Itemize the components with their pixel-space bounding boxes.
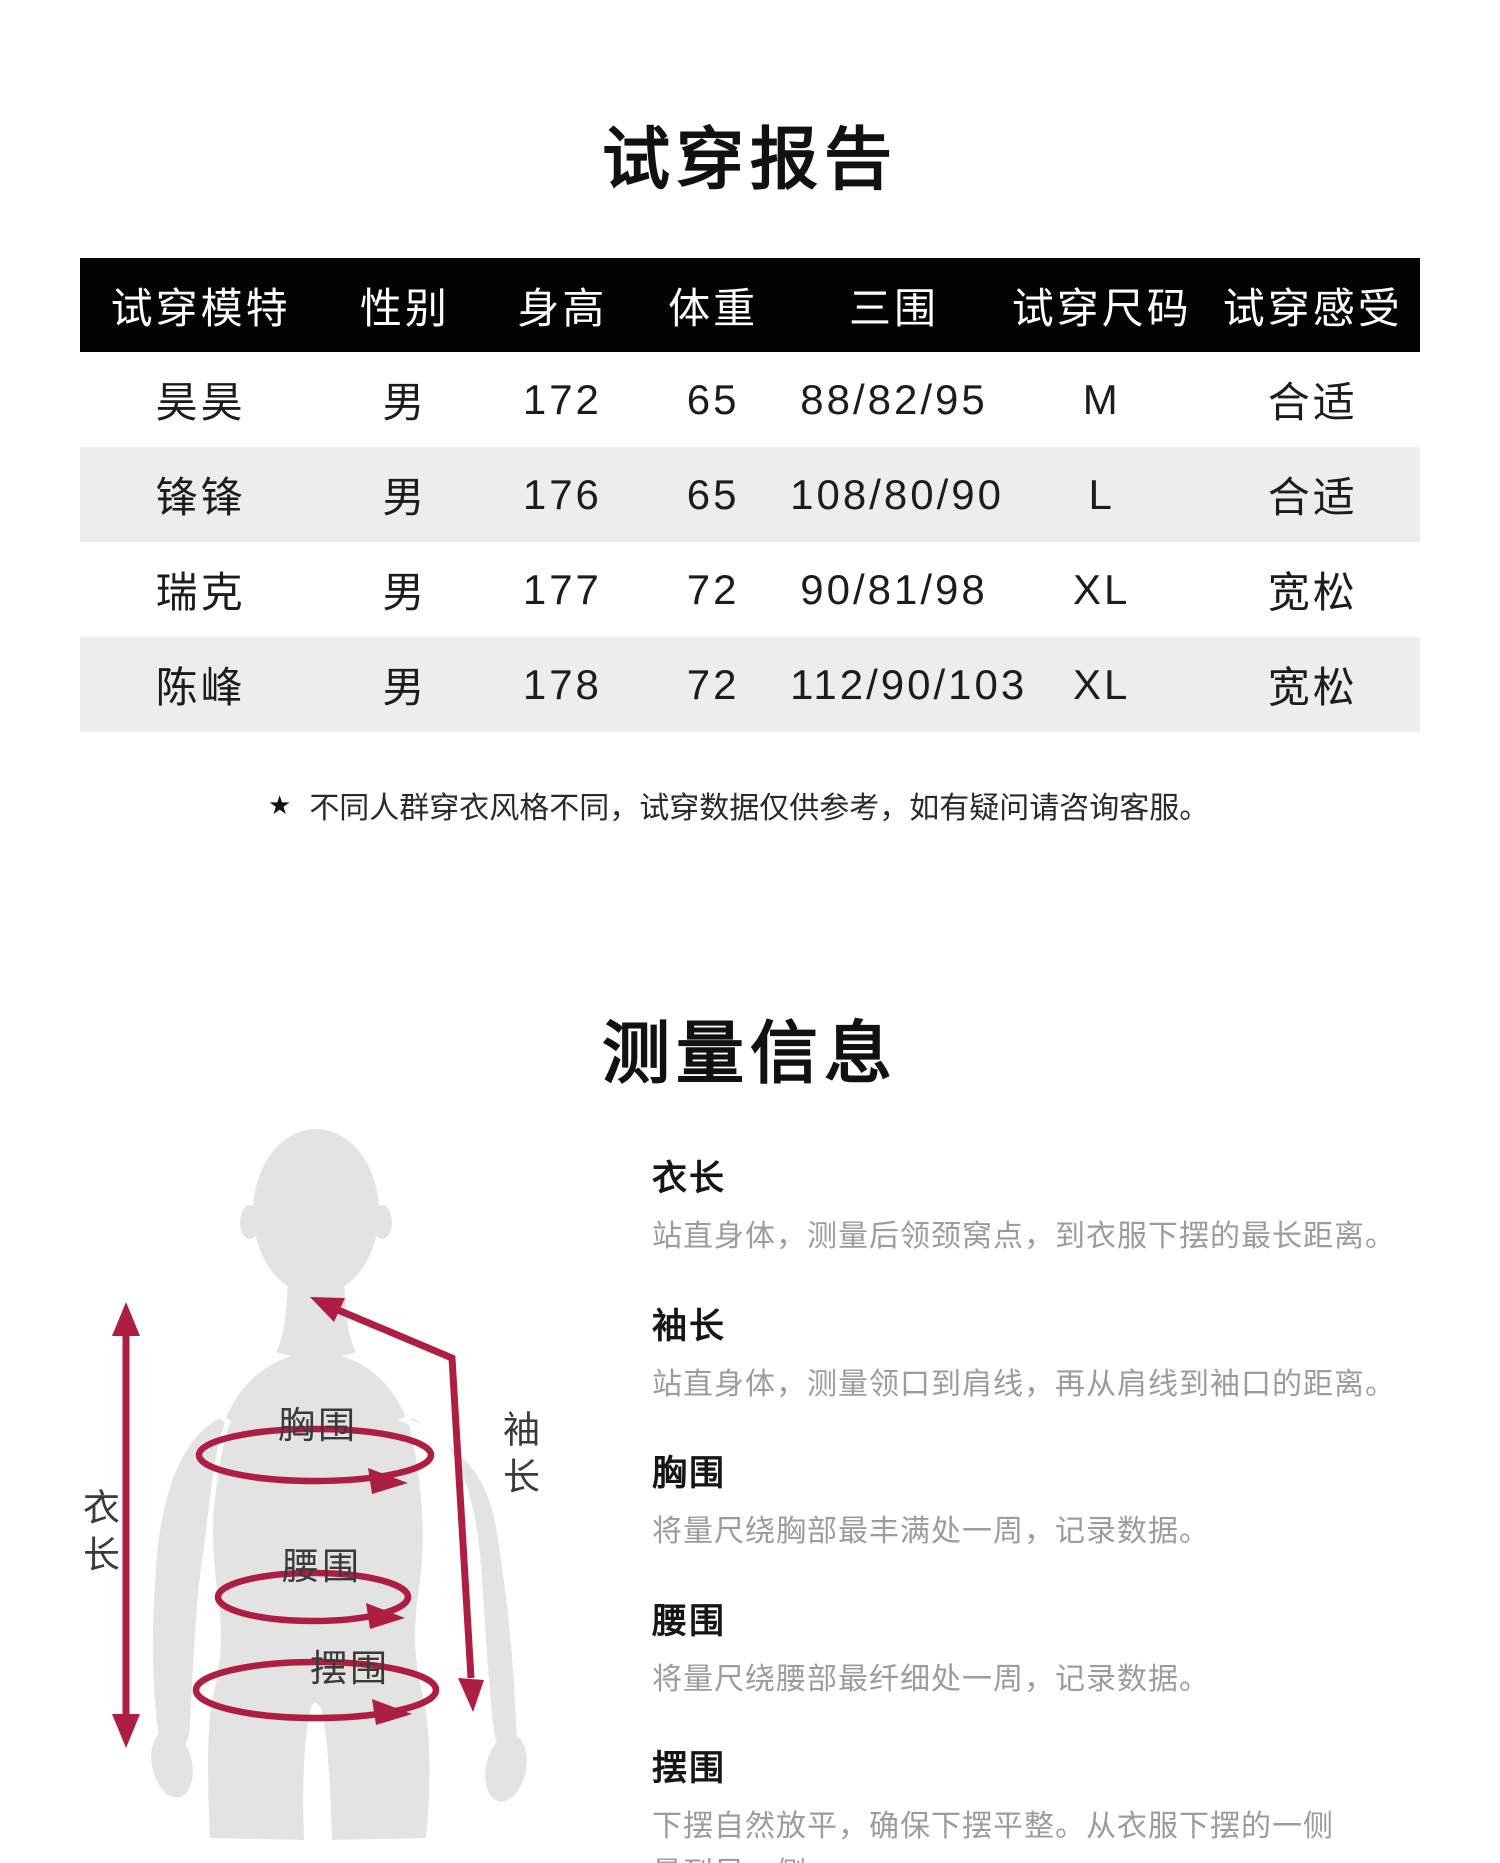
cell-height: 176 xyxy=(522,470,602,518)
cell-size: XL xyxy=(1073,565,1131,613)
col-header-size: 试穿尺码 xyxy=(997,258,1206,352)
cell-height: 178 xyxy=(522,660,602,708)
col-header-weight: 体重 xyxy=(636,258,791,352)
cell-feeling: 合适 xyxy=(1267,379,1358,426)
disclaimer-note: ★ 不同人群穿衣风格不同，试穿数据仅供参考，如有疑问请咨询客服。 xyxy=(268,783,1209,827)
disclaimer-text: 不同人群穿衣风格不同，试穿数据仅供参考，如有疑问请咨询客服。 xyxy=(309,792,1210,825)
definition-chest-girth: 胸围 将量尺绕胸部最丰满处一周，记录数据。 xyxy=(652,1445,1452,1556)
definition-hem-girth: 摆围 下摆自然放平，确保下摆平整。从衣服下摆的一侧量到另一侧。 xyxy=(652,1740,1452,1863)
measurement-diagram: 衣长 袖长 胸围 腰围 摆围 xyxy=(60,1100,640,1863)
term-description: 站直身体，测量后领颈窝点，到衣服下摆的最长距离。 xyxy=(652,1220,1396,1253)
term-title: 腰围 xyxy=(652,1601,727,1641)
waist-girth-arrow xyxy=(214,1569,412,1629)
cell-figure: 90/81/98 xyxy=(800,565,988,613)
cell-weight: 72 xyxy=(686,565,740,613)
cell-figure: 88/82/95 xyxy=(800,375,988,423)
hem-girth-arrow xyxy=(192,1658,440,1725)
cell-size: XL xyxy=(1073,660,1131,708)
measurement-definitions: 衣长 站直身体，测量后领颈窝点，到衣服下摆的最长距离。 袖长 站直身体，测量领口… xyxy=(652,1150,1452,1863)
chest-girth-arrow xyxy=(195,1425,435,1494)
term-description: 下摆自然放平，确保下摆平整。从衣服下摆的一侧量到另一侧。 xyxy=(652,1810,1334,1863)
term-title: 衣长 xyxy=(652,1159,727,1198)
cell-model: 锋锋 xyxy=(155,474,246,521)
cell-gender: 男 xyxy=(382,474,428,521)
table-header-row: 试穿模特 性别 身高 体重 三围 试穿尺码 试穿感受 xyxy=(80,258,1420,352)
definition-waist-girth: 腰围 将量尺绕腰部最纤细处一周，记录数据。 xyxy=(652,1593,1452,1704)
col-header-model: 试穿模特 xyxy=(80,258,322,352)
term-description: 将量尺绕腰部最纤细处一周，记录数据。 xyxy=(652,1662,1210,1696)
table-row: 昊昊 男 172 65 88/82/95 M 合适 xyxy=(80,352,1420,447)
cell-size: L xyxy=(1088,470,1115,518)
diagram-label-garment-length: 衣长 xyxy=(77,1488,119,1582)
cell-feeling: 合适 xyxy=(1267,474,1358,521)
cell-figure: 112/90/103 xyxy=(790,660,1028,708)
cell-feeling: 宽松 xyxy=(1267,569,1358,616)
fitting-report-table: 试穿模特 性别 身高 体重 三围 试穿尺码 试穿感受 昊昊 男 172 65 8… xyxy=(80,258,1420,732)
star-icon: ★ xyxy=(268,790,292,820)
definition-sleeve-length: 袖长 站直身体，测量领口到肩线，再从肩线到袖口的距离。 xyxy=(652,1298,1452,1409)
report-title: 试穿报告 xyxy=(601,122,898,198)
diagram-label-waist-girth: 腰围 xyxy=(282,1546,362,1587)
sleeve-length-arrow xyxy=(310,1297,484,1712)
term-title: 摆围 xyxy=(652,1749,727,1788)
cell-gender: 男 xyxy=(382,664,428,711)
cell-model: 瑞克 xyxy=(155,569,246,616)
table-row: 陈峰 男 178 72 112/90/103 XL 宽松 xyxy=(80,637,1420,732)
col-header-figure: 三围 xyxy=(790,258,998,352)
cell-weight: 72 xyxy=(686,660,740,708)
cell-gender: 男 xyxy=(382,379,428,426)
body-silhouette-figure xyxy=(112,1129,527,1840)
cell-height: 177 xyxy=(522,565,602,613)
cell-size: M xyxy=(1082,375,1121,423)
table-row: 瑞克 男 177 72 90/81/98 XL 宽松 xyxy=(80,542,1420,637)
cell-feeling: 宽松 xyxy=(1267,664,1358,711)
col-header-height: 身高 xyxy=(488,258,637,352)
right-hand-shape xyxy=(485,1734,527,1802)
definition-garment-length: 衣长 站直身体，测量后领颈窝点，到衣服下摆的最长距离。 xyxy=(652,1150,1452,1261)
cell-weight: 65 xyxy=(686,470,740,518)
term-description: 站直身体，测量领口到肩线，再从肩线到袖口的距离。 xyxy=(652,1367,1396,1401)
head-shape xyxy=(253,1129,379,1295)
term-description: 将量尺绕胸部最丰满处一周，记录数据。 xyxy=(652,1515,1210,1548)
cell-figure: 108/80/90 xyxy=(790,470,1005,518)
cell-height: 172 xyxy=(522,375,602,423)
cell-model: 陈峰 xyxy=(155,664,246,711)
garment-length-arrow xyxy=(112,1302,140,1748)
cell-model: 昊昊 xyxy=(155,379,246,426)
term-title: 胸围 xyxy=(652,1454,727,1493)
col-header-gender: 性别 xyxy=(321,258,489,352)
diagram-label-chest-girth: 胸围 xyxy=(278,1405,358,1446)
diagram-label-sleeve-length: 袖长 xyxy=(497,1410,539,1504)
left-hand-shape xyxy=(151,1730,193,1798)
col-header-feeling: 试穿感受 xyxy=(1205,258,1420,352)
term-title: 袖长 xyxy=(652,1306,727,1346)
measurement-title: 测量信息 xyxy=(601,1016,898,1092)
table-row: 锋锋 男 176 65 108/80/90 L 合适 xyxy=(80,447,1420,542)
cell-gender: 男 xyxy=(382,569,428,616)
diagram-label-hem-girth: 摆围 xyxy=(310,1648,390,1689)
cell-weight: 65 xyxy=(686,375,740,423)
